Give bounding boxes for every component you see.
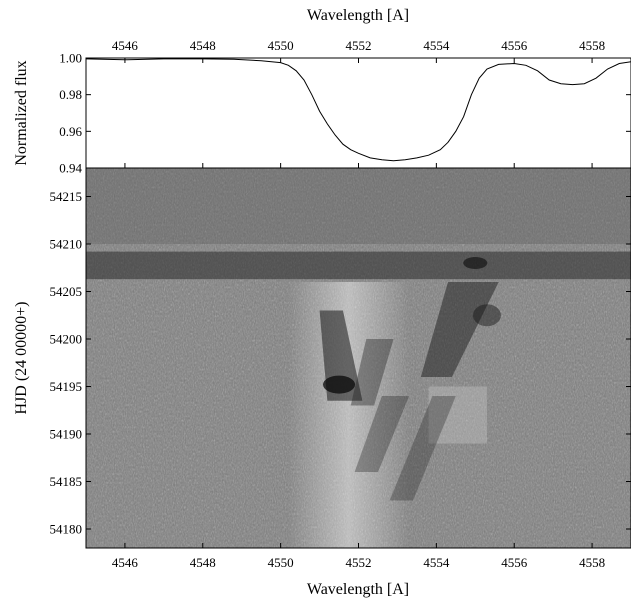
spectrum-x-tick-label: 4554 <box>423 38 450 53</box>
spectrum-x-tick-label: 4548 <box>190 38 216 53</box>
spectrum-y-tick-label: 0.96 <box>59 124 82 139</box>
heatmap-y-tick-label: 54205 <box>50 284 83 299</box>
heatmap-y-tick-label: 54195 <box>50 379 83 394</box>
bottom-axis-title: Wavelength [A] <box>307 581 409 598</box>
heatmap-feature-3 <box>428 386 487 444</box>
heatmap-y-tick-label: 54185 <box>50 474 83 489</box>
spectrum-y-ticks: 0.94 0.96 0.98 1.00 <box>59 51 631 176</box>
spectrum-y-tick-label: 0.98 <box>59 87 82 102</box>
heatmap-y-axis-title: HJD (24 00000+) <box>13 301 30 414</box>
spectrum-x-tick-label: 4556 <box>501 38 528 53</box>
heatmap-x-ticks: 4546 4548 4550 4552 4554 4556 4558 <box>112 543 605 570</box>
top-axis-title: Wavelength [A] <box>307 7 409 24</box>
heatmap-x-tick-label: 4556 <box>501 555 528 570</box>
spectrum-x-tick-label: 4550 <box>268 38 294 53</box>
spectrum-line <box>85 58 631 162</box>
heatmap-y-tick-label: 54210 <box>50 237 83 252</box>
heatmap-feature-5 <box>350 339 394 406</box>
spectrum-top-ticks: 4546 4548 4550 4552 4554 4556 4558 <box>112 38 605 168</box>
heatmap-feature-7 <box>354 396 410 472</box>
spectrum-x-tick-label: 4558 <box>579 38 605 53</box>
heatmap-features <box>86 168 631 548</box>
heatmap-x-tick-label: 4546 <box>112 555 139 570</box>
heatmap-feature-2 <box>288 282 410 548</box>
heatmap-feature-1 <box>86 168 631 244</box>
heatmap-y-tick-label: 54215 <box>50 189 83 204</box>
spectrum-frame <box>85 57 631 169</box>
heatmap-feature-6 <box>420 282 499 377</box>
spectrum-y-tick-label: 0.94 <box>59 161 82 176</box>
heatmap-y-tick-label: 54180 <box>50 522 83 537</box>
heatmap-feature-11 <box>472 304 501 327</box>
spectrum-x-tick-label: 4552 <box>346 38 372 53</box>
heatmap-y-tick-label: 54190 <box>50 427 83 442</box>
heatmap-feature-0 <box>86 251 631 280</box>
heatmap-x-tick-label: 4552 <box>346 555 372 570</box>
heatmap-feature-9 <box>323 375 356 394</box>
dynamic-spectrum-panel: 4546 4548 4550 4552 4554 4556 4558 54180541855… <box>13 167 631 570</box>
heatmap-y-ticks: 54180 54185 54190 54195 54200 54205 54210 54215 <box>50 189 631 537</box>
spectrum-y-axis-title: Normalized flux <box>13 60 30 165</box>
heatmap-image <box>86 168 631 548</box>
heatmap-y-tick-label: 54200 <box>50 332 83 347</box>
spectrum-panel: 4546 4548 4550 4552 4554 4556 4558 0.940.960.9… <box>13 38 631 176</box>
heatmap-feature-8 <box>389 396 456 501</box>
heatmap-x-tick-label: 4550 <box>268 555 294 570</box>
heatmap-x-tick-label: 4554 <box>423 555 450 570</box>
heatmap-x-tick-label: 4558 <box>579 555 605 570</box>
spectrum-y-tick-label: 1.00 <box>59 51 82 66</box>
heatmap-feature-10 <box>463 257 488 269</box>
heatmap-x-tick-label: 4548 <box>190 555 216 570</box>
spectrum-x-tick-label: 4546 <box>112 38 139 53</box>
